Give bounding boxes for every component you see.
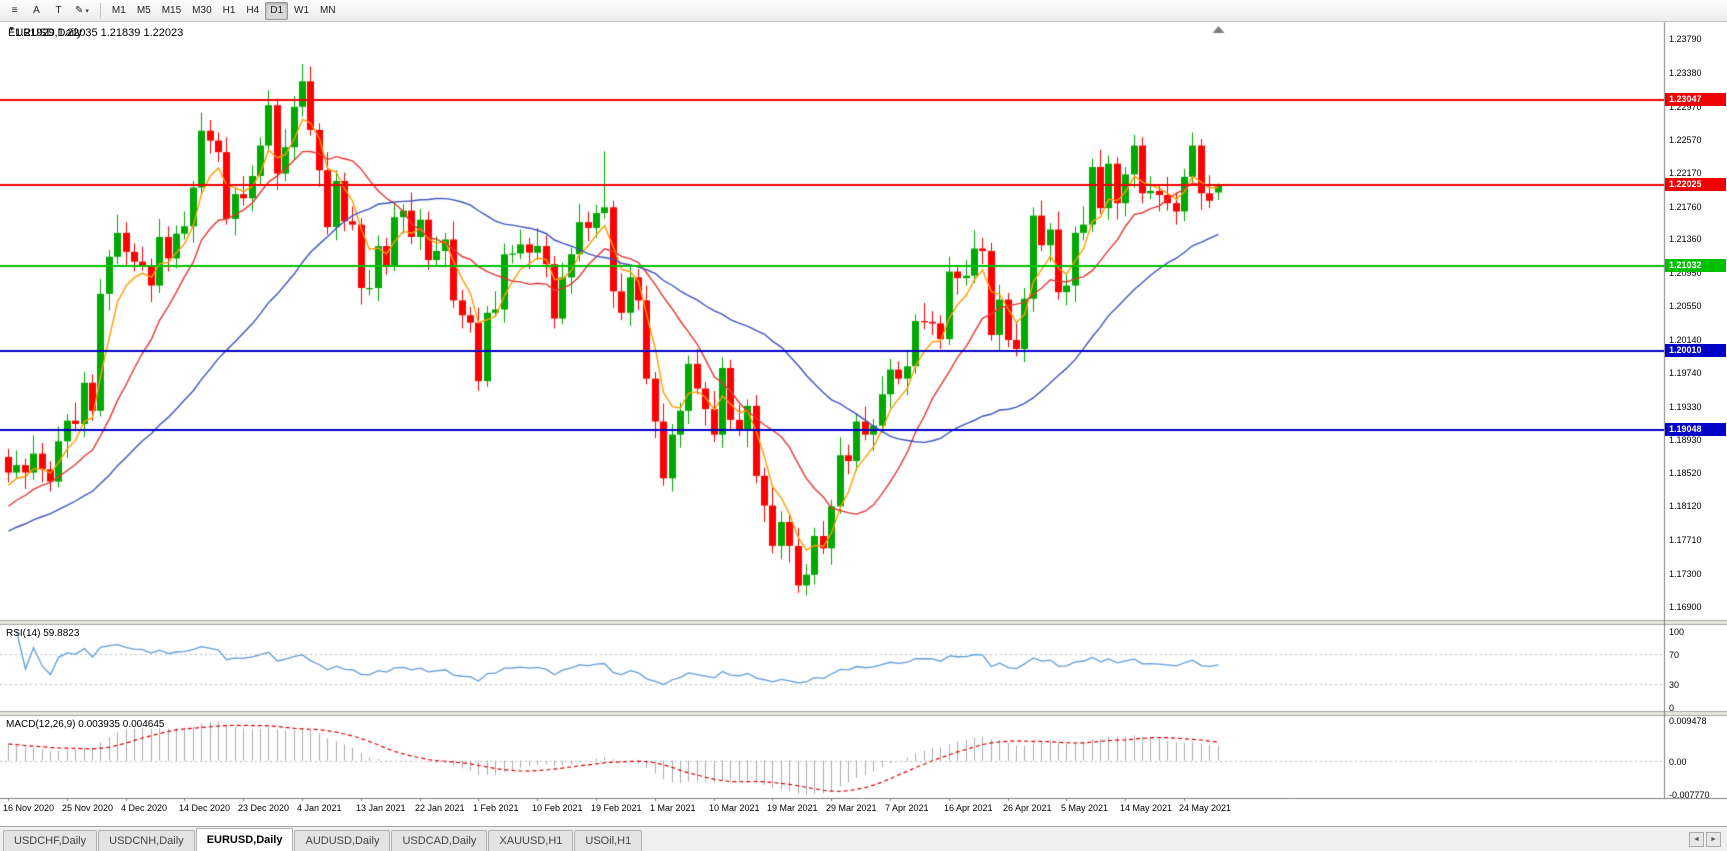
- timeframe-mn-button[interactable]: MN: [320, 5, 336, 16]
- text-label-tool-button[interactable]: T: [55, 5, 62, 16]
- tab-scroll-buttons: ◄ ►: [1689, 832, 1727, 851]
- text-tool-button[interactable]: A: [33, 5, 40, 16]
- timeframe-h1-button[interactable]: H1: [222, 5, 236, 16]
- tab-scroll-right-button[interactable]: ►: [1706, 832, 1721, 847]
- toolbar-separator: [99, 3, 101, 18]
- tab-scroll-left-button[interactable]: ◄: [1689, 832, 1704, 847]
- chart-tab-eurusd[interactable]: EURUSD,Daily: [195, 828, 294, 851]
- timeframe-m15-button[interactable]: M15: [161, 5, 182, 16]
- drawing-tool-button[interactable]: ✎ ▾: [75, 5, 89, 16]
- timeframe-w1-button[interactable]: W1: [294, 5, 310, 16]
- timeframe-h4-button[interactable]: H4: [246, 5, 260, 16]
- chart-tab-xauusd[interactable]: XAUUSD,H1: [488, 830, 574, 851]
- timeframe-m30-button[interactable]: M30: [192, 5, 212, 16]
- dropdown-arrow-icon: ▾: [85, 7, 89, 15]
- chart-bar-tool-button[interactable]: ≡: [11, 5, 18, 16]
- chart-tab-bar: USDCHF,Daily USDCNH,Daily EURUSD,Daily AUDU…: [0, 826, 1727, 851]
- timeframe-m5-button[interactable]: M5: [136, 5, 151, 16]
- chart-tab-usdchf[interactable]: USDCHF,Daily: [3, 830, 98, 851]
- toolbar: ≡ A T ✎ ▾ M1 M5 M15 M30 H1 H4 D1 W1 MN: [0, 0, 1727, 22]
- chart-tab-usdcnh[interactable]: USDCNH,Daily: [98, 830, 195, 851]
- chart-tab-audusd[interactable]: AUDUSD,Daily: [294, 830, 391, 851]
- timeframe-d1-button[interactable]: D1: [265, 1, 289, 20]
- chart-tab-usdcad[interactable]: USDCAD,Daily: [391, 830, 488, 851]
- chart-tab-usoil[interactable]: USOil,H1: [574, 830, 643, 851]
- timeframe-m1-button[interactable]: M1: [111, 5, 126, 16]
